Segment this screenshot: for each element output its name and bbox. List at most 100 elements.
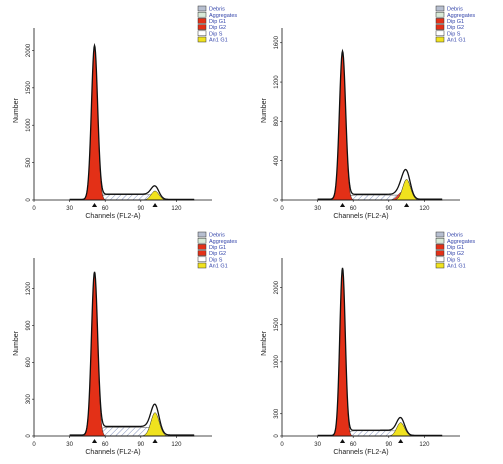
x-tick-label: 0 bbox=[32, 442, 36, 448]
legend-swatch bbox=[197, 250, 207, 256]
legend-label: Dip G2 bbox=[209, 251, 226, 257]
legend-swatch bbox=[197, 237, 207, 244]
x-tick-label: 30 bbox=[314, 206, 321, 212]
y-axis-title: Number bbox=[261, 97, 268, 123]
peak-marker bbox=[91, 439, 98, 443]
y-tick-label: 600 bbox=[26, 357, 32, 368]
peak-marker bbox=[339, 203, 346, 207]
peak-marker bbox=[152, 439, 158, 443]
total-fit-line bbox=[69, 271, 195, 436]
y-tick-label: 1000 bbox=[274, 355, 280, 369]
legend-swatch bbox=[435, 5, 445, 12]
y-tick-label: 2000 bbox=[26, 43, 32, 57]
legend-label: Dip S bbox=[209, 31, 223, 37]
x-tick-label: 120 bbox=[419, 442, 430, 448]
x-axis-title: Channels (FL2-A) bbox=[333, 213, 388, 220]
legend-label: Debris bbox=[209, 7, 225, 13]
legend-label: Dip S bbox=[209, 257, 223, 263]
y-tick-label: 1200 bbox=[274, 75, 280, 89]
peak-marker bbox=[339, 439, 346, 443]
legend-swatch bbox=[197, 11, 207, 18]
y-tick-label: 500 bbox=[26, 157, 32, 168]
legend-label: Debris bbox=[447, 233, 463, 239]
legend-label: An1 G1 bbox=[447, 264, 466, 270]
histogram-svg-4: 0 30 60 90 120 0 300 1000 1500 2000 Channels (FL2-… bbox=[261, 231, 475, 456]
legend-label: Dip G1 bbox=[209, 245, 226, 251]
x-tick-label: 30 bbox=[314, 442, 321, 448]
histogram-svg-1: 0 30 60 90 120 0 500 1000 1500 2000 Channels (FL2-… bbox=[13, 5, 237, 220]
histogram-panel-4: 0 30 60 90 120 0 300 1000 1500 2000 Channels (FL2-… bbox=[252, 230, 500, 462]
legend-swatch bbox=[435, 36, 445, 43]
total-fit-line bbox=[317, 267, 443, 437]
legend-label: An1 G1 bbox=[209, 264, 228, 270]
legend-swatch bbox=[197, 262, 207, 269]
legend-label: An1 G1 bbox=[209, 38, 228, 44]
y-tick-label: 400 bbox=[274, 155, 280, 166]
legend-swatch bbox=[197, 30, 207, 37]
legend-label: Dip G2 bbox=[447, 25, 464, 31]
legend-label: An1 G1 bbox=[447, 38, 466, 44]
y-tick-label: 1000 bbox=[26, 118, 32, 132]
legend-label: Dip S bbox=[447, 31, 461, 37]
x-tick-label: 60 bbox=[350, 206, 357, 212]
histogram-panel-3: 0 30 60 90 120 0 300 600 900 1200 Channels (FL2-A)… bbox=[10, 230, 250, 462]
legend-swatch bbox=[197, 231, 207, 238]
legend-swatch bbox=[435, 231, 445, 238]
x-tick-label: 0 bbox=[32, 206, 36, 212]
x-tick-label: 90 bbox=[137, 442, 144, 448]
x-axis-title: Channels (FL2-A) bbox=[85, 213, 140, 220]
x-tick-label: 90 bbox=[137, 206, 144, 212]
legend-swatch bbox=[435, 256, 445, 263]
histogram-panel-1: 0 30 60 90 120 0 500 1000 1500 2000 Channels (FL2-… bbox=[10, 0, 250, 225]
y-tick-label: 300 bbox=[274, 408, 280, 419]
peak-marker bbox=[91, 203, 98, 207]
x-tick-label: 0 bbox=[280, 442, 284, 448]
legend-swatch bbox=[435, 11, 445, 18]
total-fit-line bbox=[69, 42, 195, 201]
y-tick-label: 1500 bbox=[274, 317, 280, 331]
legend-swatch bbox=[435, 18, 445, 24]
x-tick-label: 60 bbox=[350, 442, 357, 448]
y-tick-label: 0 bbox=[26, 434, 32, 438]
legend-swatch bbox=[197, 24, 207, 30]
legend-label: Aggregates bbox=[447, 239, 475, 245]
legend-label: Dip S bbox=[447, 257, 461, 263]
legend-swatch bbox=[435, 250, 445, 256]
y-tick-label: 0 bbox=[274, 198, 280, 202]
legend-swatch bbox=[197, 256, 207, 263]
legend-label: Dip G2 bbox=[447, 251, 464, 257]
legend-label: Dip G1 bbox=[447, 19, 464, 25]
total-fit-line bbox=[317, 48, 443, 200]
histogram-panel-2: 0 30 60 90 120 0 400 800 1200 1600 Channels (FL2-A… bbox=[252, 0, 500, 225]
y-tick-label: 0 bbox=[26, 198, 32, 202]
legend-label: Dip G2 bbox=[209, 25, 226, 31]
y-axis-title: Number bbox=[261, 330, 268, 356]
y-tick-label: 1500 bbox=[26, 80, 32, 94]
legend-swatch bbox=[435, 244, 445, 250]
legend-swatch bbox=[435, 237, 445, 244]
legend-label: Aggregates bbox=[209, 13, 237, 19]
legend-label: Aggregates bbox=[209, 239, 237, 245]
x-tick-label: 90 bbox=[385, 442, 392, 448]
legend-swatch bbox=[435, 262, 445, 269]
legend-label: Dip G1 bbox=[447, 245, 464, 251]
y-tick-label: 900 bbox=[26, 320, 32, 331]
legend-swatch bbox=[197, 5, 207, 12]
dip-g1-area bbox=[317, 269, 443, 437]
y-axis-title: Number bbox=[13, 330, 20, 356]
legend-swatch bbox=[197, 36, 207, 43]
x-tick-label: 30 bbox=[66, 206, 73, 212]
legend-label: Aggregates bbox=[447, 13, 475, 19]
y-tick-label: 300 bbox=[26, 394, 32, 405]
x-tick-label: 120 bbox=[171, 442, 182, 448]
legend-label: Dip G1 bbox=[209, 19, 226, 25]
legend-swatch bbox=[435, 24, 445, 30]
peak-marker bbox=[152, 203, 158, 207]
x-tick-label: 60 bbox=[102, 206, 109, 212]
x-axis-title: Channels (FL2-A) bbox=[85, 449, 140, 456]
legend-label: Debris bbox=[209, 233, 225, 239]
peak-marker bbox=[404, 203, 410, 207]
x-tick-label: 30 bbox=[66, 442, 73, 448]
x-tick-label: 0 bbox=[280, 206, 284, 212]
